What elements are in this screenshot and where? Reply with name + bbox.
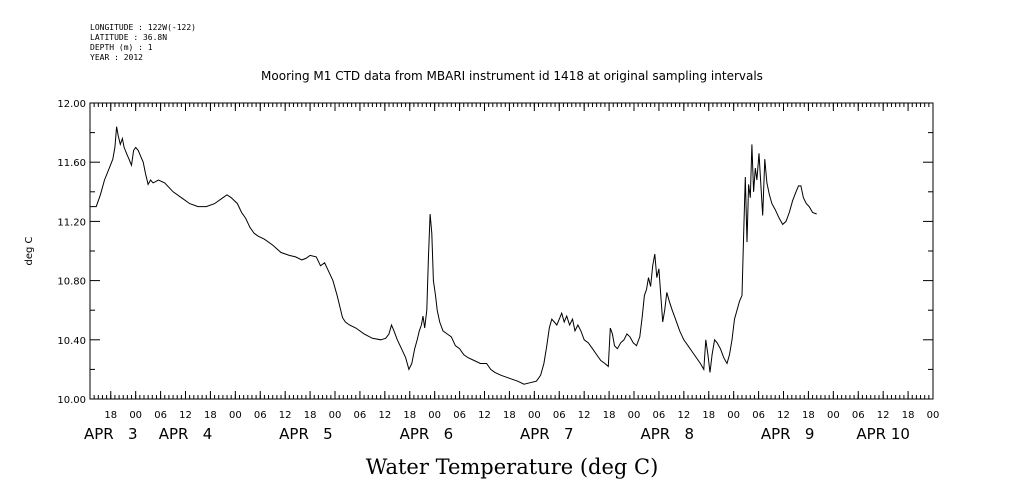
x-tick-label: 06	[154, 410, 167, 421]
x-tick-label: 18	[702, 410, 715, 421]
x-tick-label: 06	[254, 410, 267, 421]
x-tick-label: 12	[378, 410, 391, 421]
x-tick-label: 00	[129, 410, 142, 421]
x-day-label: APR 4	[159, 425, 213, 443]
x-tick-label: 18	[802, 410, 815, 421]
x-tick-label: 18	[104, 410, 117, 421]
x-tick-label: 00	[727, 410, 740, 421]
series-line-water-temperature	[90, 126, 817, 385]
meta-depth: DEPTH (m) : 1	[90, 43, 153, 52]
x-tick-label: 18	[204, 410, 217, 421]
plot-frame	[89, 102, 934, 400]
meta-longitude: LONGITUDE : 122W(-122)	[90, 23, 196, 32]
x-day-label: APR 3	[84, 425, 138, 443]
x-axis-label: Water Temperature (deg C)	[366, 455, 659, 479]
y-tick-label: 12.00	[57, 99, 86, 110]
x-tick-label: 12	[478, 410, 491, 421]
x-tick-label: 18	[403, 410, 416, 421]
x-tick-label: 12	[578, 410, 591, 421]
x-tick-label: 00	[628, 410, 641, 421]
x-tick-label: 18	[603, 410, 616, 421]
y-axis: 10.00 10.40 10.80 11.20 11.60 12.00	[57, 99, 933, 406]
x-tick-label: 06	[752, 410, 765, 421]
x-day-label: APR 10	[856, 425, 910, 443]
x-day-label: APR 7	[520, 425, 574, 443]
x-tick-label: 12	[677, 410, 690, 421]
x-day-label: APR 9	[761, 425, 815, 443]
x-tick-label: 00	[827, 410, 840, 421]
x-tick-label: 06	[553, 410, 566, 421]
y-axis-label: deg C	[24, 236, 35, 265]
x-tick-label: 12	[777, 410, 790, 421]
x-tick-label: 06	[653, 410, 666, 421]
chart-title: Mooring M1 CTD data from MBARI instrumen…	[261, 69, 763, 83]
x-day-label: APR 8	[640, 425, 694, 443]
y-tick-label: 10.00	[57, 395, 86, 406]
x-tick-label: 06	[354, 410, 367, 421]
x-tick-label: 00	[329, 410, 342, 421]
meta-year: YEAR : 2012	[90, 53, 143, 62]
x-tick-label: 18	[902, 410, 915, 421]
meta-latitude: LATITUDE : 36.8N	[90, 33, 167, 42]
x-tick-label: 06	[852, 410, 865, 421]
x-tick-label: 00	[428, 410, 441, 421]
x-tick-label: 00	[528, 410, 541, 421]
x-tick-label: 12	[877, 410, 890, 421]
y-tick-label: 11.20	[57, 217, 86, 228]
x-tick-label: 06	[453, 410, 466, 421]
x-tick-label: 00	[229, 410, 242, 421]
x-tick-label: 18	[304, 410, 317, 421]
y-tick-label: 10.80	[57, 277, 86, 288]
x-axis: 18 00 06 12 18 00 06 12 18 00 06 12 18 00 06 12 18 00 06 12…	[84, 103, 939, 443]
y-tick-label: 11.60	[57, 158, 86, 169]
x-tick-label: 18	[503, 410, 516, 421]
x-day-label: APR 5	[279, 425, 333, 443]
x-tick-label: 12	[179, 410, 192, 421]
x-tick-label: 00	[927, 410, 940, 421]
x-day-label: APR 6	[400, 425, 454, 443]
x-tick-label: 12	[279, 410, 292, 421]
y-tick-label: 10.40	[57, 336, 86, 347]
